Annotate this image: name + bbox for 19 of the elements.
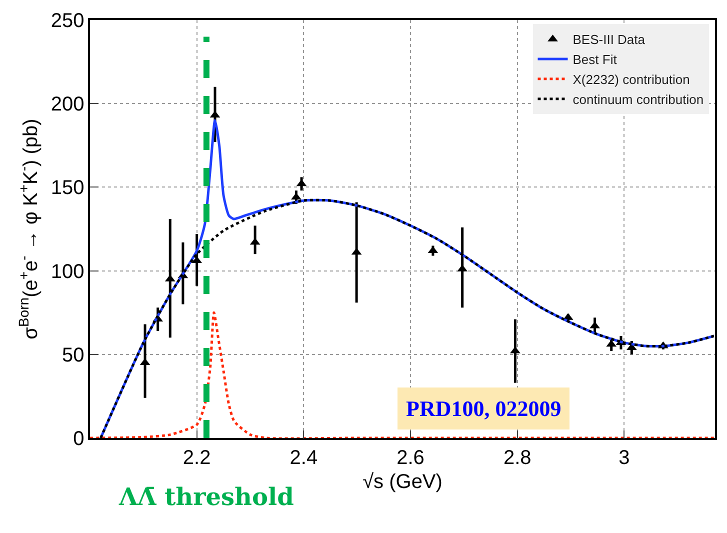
y-tick-label: 0 (73, 428, 84, 450)
ref-line-label: ΛΛ̄ threshold (118, 482, 294, 511)
x-tick-label: 2.6 (396, 446, 424, 469)
x-tick-label: 2.4 (290, 446, 318, 469)
legend-label: X(2232) contribution (572, 72, 690, 87)
y-tick-label: 250 (50, 10, 84, 32)
line-series (90, 311, 715, 438)
annotation: PRD100, 022009 (406, 396, 562, 421)
legend-label: continuum contribution (572, 92, 704, 107)
x-axis-title: √s (GeV) (362, 470, 442, 493)
x-tick-label: 2.2 (182, 446, 211, 469)
y-tick-label: 100 (50, 260, 84, 283)
y-tick-label: 150 (50, 177, 84, 200)
legend-label: BES-III Data (572, 32, 646, 48)
x-tick-label: 2.8 (503, 446, 532, 469)
x-tick-label: 3 (618, 446, 630, 469)
y-tick-label: 200 (50, 94, 84, 116)
legend-label: Best Fit (572, 52, 618, 68)
y-tick-label: 50 (62, 344, 84, 366)
